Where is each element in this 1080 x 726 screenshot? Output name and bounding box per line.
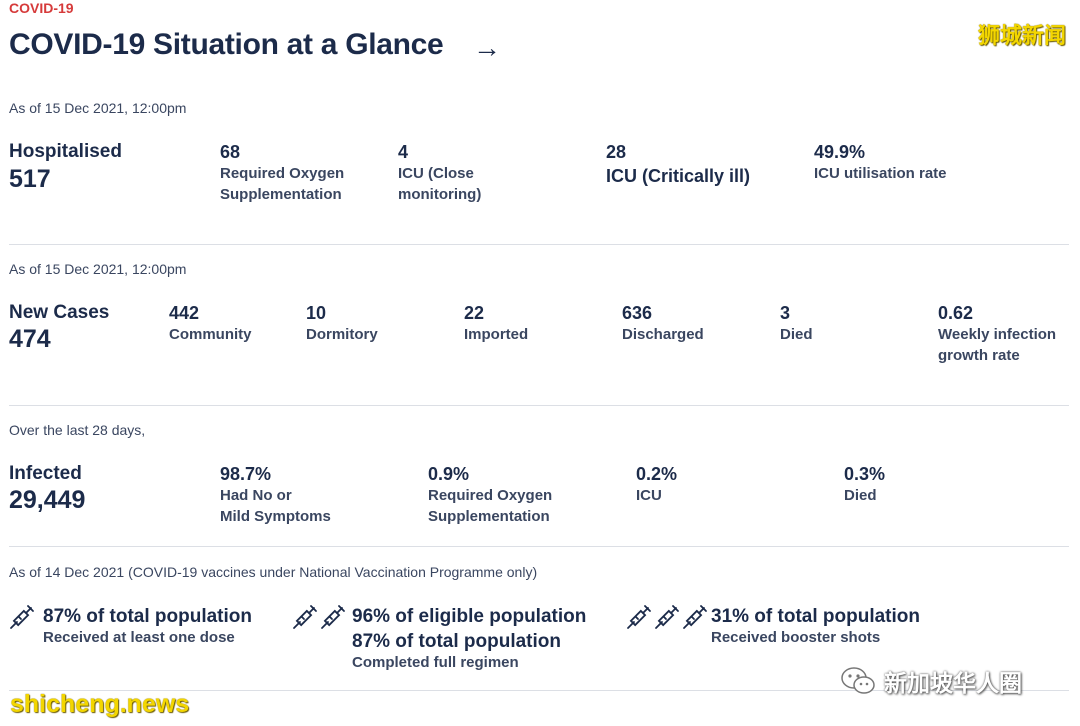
hospital-asof: As of 15 Dec 2021, 12:00pm — [9, 100, 187, 116]
infected-value: 29,449 — [9, 486, 86, 514]
divider — [9, 690, 1069, 691]
category-tag[interactable]: COVID-19 — [9, 0, 74, 16]
stat-label: Dormitory — [306, 326, 378, 343]
stat-label: monitoring) — [398, 186, 482, 203]
vaccination-sub: Received booster shots — [711, 629, 881, 646]
stat-value: 10 — [306, 303, 327, 323]
stat-mild: 98.7% Had No or Mild Symptoms — [220, 464, 331, 527]
stat-value: 636 — [622, 303, 653, 323]
watermark-logo: 狮城新闻 — [977, 23, 1066, 48]
vaccination-main: 87% of total population — [352, 631, 561, 652]
stat-value: 3 — [780, 303, 791, 323]
stat-label: ICU (Close — [398, 165, 474, 182]
stat-died: 3 Died — [780, 303, 813, 345]
vaccination-item-full-regimen: 96% of eligible population 87% of total … — [352, 604, 586, 671]
stat-icu-critical: 28 ICU (Critically ill) — [606, 142, 750, 187]
infected-asof: Over the last 28 days, — [9, 422, 146, 438]
new-cases-value: 474 — [9, 325, 51, 353]
hospitalised-label: Hospitalised — [9, 141, 122, 162]
stat-label: ICU (Critically ill) — [606, 166, 751, 186]
syringe-icon-group — [9, 604, 35, 630]
stat-label: Required Oxygen — [220, 165, 345, 182]
stat-value: 442 — [169, 303, 200, 323]
stat-value: 68 — [220, 142, 241, 162]
new-cases-label: New Cases — [9, 302, 110, 323]
stat-value: 28 — [606, 142, 627, 162]
vaccination-main: 87% of total population — [43, 606, 252, 627]
stat-label: Weekly infection — [938, 326, 1057, 343]
stat-value: 0.62 — [938, 303, 974, 323]
stat-value: 22 — [464, 303, 485, 323]
stat-label: Discharged — [622, 326, 704, 343]
page-title[interactable]: COVID-19 Situation at a Glance — [9, 28, 444, 61]
syringe-icon-group — [292, 604, 346, 630]
vaccination-sub: Received at least one dose — [43, 629, 235, 646]
divider — [9, 546, 1069, 547]
stat-value: 0.2% — [636, 464, 678, 484]
vaccination-main: 31% of total population — [711, 606, 920, 627]
syringe-icon — [293, 605, 317, 629]
vaccination-main: 96% of eligible population — [352, 606, 587, 627]
stat-community: 442 Community — [169, 303, 252, 345]
stat-infected-icu: 0.2% ICU — [636, 464, 677, 506]
syringe-icon-group — [626, 604, 708, 630]
stat-oxygen: 68 Required Oxygen Supplementation — [220, 142, 344, 205]
vaccination-asof: As of 14 Dec 2021 (COVID-19 vaccines und… — [9, 564, 538, 580]
stat-value: 49.9% — [814, 142, 866, 162]
stat-icu-close: 4 ICU (Close monitoring) — [398, 142, 481, 205]
vaccination-item-one-dose: 87% of total population Received at leas… — [43, 604, 252, 646]
stat-growth-rate: 0.62 Weekly infection growth rate — [938, 303, 1056, 366]
stat-infected-died: 0.3% Died — [844, 464, 885, 506]
stat-label: Supplementation — [220, 186, 342, 203]
cases-asof: As of 15 Dec 2021, 12:00pm — [9, 261, 187, 277]
stat-value: 0.3% — [844, 464, 886, 484]
stat-label: Died — [780, 326, 813, 343]
syringe-icon — [10, 605, 34, 629]
wechat-icon — [841, 667, 875, 694]
stat-label: Required Oxygen — [428, 487, 553, 504]
syringe-icon — [683, 605, 707, 629]
stat-icu-utilisation: 49.9% ICU utilisation rate — [814, 142, 947, 184]
syringe-icon — [321, 605, 345, 629]
stat-value: 4 — [398, 142, 409, 162]
hospitalised-value: 517 — [9, 165, 51, 193]
stat-label: ICU utilisation rate — [814, 165, 947, 182]
stat-label: Community — [169, 326, 252, 343]
stat-imported: 22 Imported — [464, 303, 528, 345]
watermark-site: shicheng.news — [10, 690, 190, 718]
stat-value: 0.9% — [428, 464, 470, 484]
stat-label: Supplementation — [428, 508, 550, 525]
vaccination-item-booster: 31% of total population Received booster… — [711, 604, 920, 646]
stat-label: Imported — [464, 326, 529, 343]
syringe-icon — [627, 605, 651, 629]
wechat-account-name: 新加坡华人圈 — [884, 670, 1022, 696]
stat-label: ICU — [636, 487, 662, 504]
divider — [9, 405, 1069, 406]
wechat-watermark: 新加坡华人圈 — [840, 664, 1022, 698]
stat-label: Died — [844, 487, 877, 504]
stat-discharged: 636 Discharged — [622, 303, 704, 345]
stat-infected-oxygen: 0.9% Required Oxygen Supplementation — [428, 464, 552, 527]
vaccination-sub: Completed full regimen — [352, 654, 519, 671]
divider — [9, 244, 1069, 245]
arrow-right-icon[interactable]: → — [473, 32, 501, 63]
stat-dormitory: 10 Dormitory — [306, 303, 378, 345]
infected-label: Infected — [9, 463, 82, 484]
stat-label: growth rate — [938, 347, 1020, 364]
stat-label: Had No or — [220, 487, 292, 504]
syringe-icon — [655, 605, 679, 629]
stat-value: 98.7% — [220, 464, 272, 484]
stat-label: Mild Symptoms — [220, 508, 331, 525]
